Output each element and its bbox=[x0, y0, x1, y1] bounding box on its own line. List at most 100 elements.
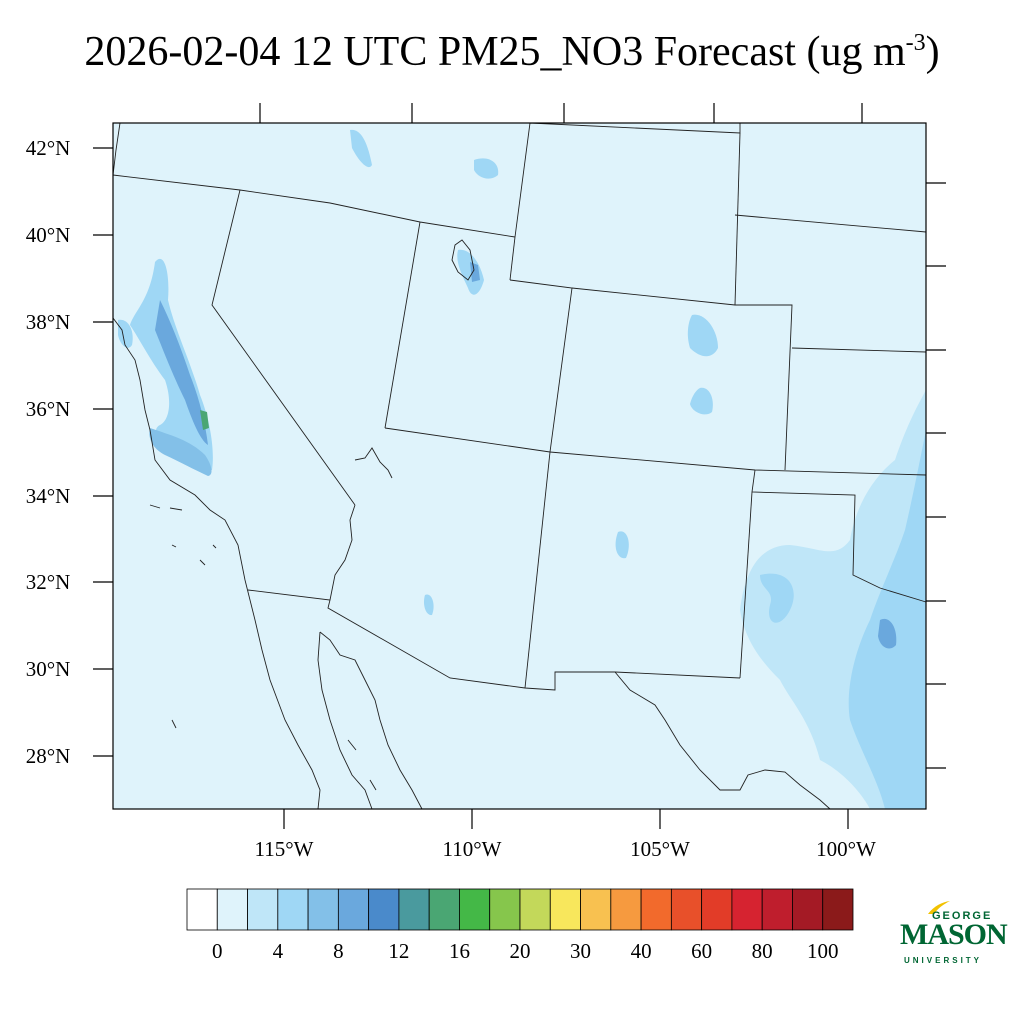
colorado-patch-2 bbox=[690, 387, 713, 415]
logo-line-university: UNIVERSITY bbox=[904, 956, 983, 965]
colorbar-label: 0 bbox=[212, 939, 223, 963]
colorbar-label: 16 bbox=[449, 939, 470, 963]
logo-line-george: GEORGE bbox=[932, 910, 993, 922]
logo-line-mason: MASON bbox=[900, 918, 1008, 951]
gmu-logo: GEORGE MASON UNIVERSITY bbox=[898, 900, 1008, 970]
lat-label: 34°N bbox=[26, 484, 71, 508]
baja-islands bbox=[171, 719, 377, 791]
latitude-labels: 42°N 40°N 38°N 36°N 34°N 32°N 30°N 28°N bbox=[26, 136, 71, 768]
colorbar-box bbox=[489, 888, 521, 931]
lat-label: 42°N bbox=[26, 136, 71, 160]
lat-label: 32°N bbox=[26, 570, 71, 594]
map-frame bbox=[112, 122, 927, 810]
nevada-utah-border bbox=[384, 221, 421, 429]
colorbar-box bbox=[307, 888, 339, 931]
kansas-line bbox=[791, 347, 927, 353]
right-ticks bbox=[926, 182, 946, 769]
colorbar-box bbox=[368, 888, 400, 931]
colorbar-box bbox=[519, 888, 551, 931]
colorbar-box bbox=[277, 888, 309, 931]
wyoming-south bbox=[571, 287, 793, 471]
panhandle-loop bbox=[760, 573, 794, 623]
colorbar-label: 4 bbox=[273, 939, 284, 963]
colorbar-label: 20 bbox=[510, 939, 531, 963]
colorbar-box bbox=[459, 888, 491, 931]
title-text: 2026-02-04 12 UTC PM25_NO3 Forecast (ug … bbox=[84, 29, 906, 75]
utah-patch bbox=[457, 249, 484, 295]
colorbar-box bbox=[186, 888, 218, 931]
colorbar-label: 100 bbox=[807, 939, 839, 963]
bay-area-plume bbox=[118, 319, 133, 348]
coastline bbox=[112, 122, 321, 810]
colorbar: 0 4 8 12 16 20 30 40 60 80 100 bbox=[186, 888, 854, 963]
colorado-patch bbox=[687, 314, 718, 357]
four-corners-row bbox=[384, 427, 927, 476]
colorbar-label: 40 bbox=[631, 939, 652, 963]
colorbar-box bbox=[640, 888, 672, 931]
lake-mead bbox=[354, 447, 393, 479]
colorbar-box bbox=[731, 888, 763, 931]
top-ticks bbox=[259, 103, 863, 123]
colorbar-box bbox=[428, 888, 460, 931]
left-ticks bbox=[93, 147, 113, 757]
wyoming-patch bbox=[474, 158, 499, 179]
east-texas-core bbox=[878, 618, 897, 649]
arizona-nm-border bbox=[524, 451, 551, 689]
colorbar-box bbox=[701, 888, 733, 931]
colorbar-box bbox=[337, 888, 370, 931]
colorbar-label: 30 bbox=[570, 939, 591, 963]
title-close: ) bbox=[925, 29, 940, 75]
concentration-field bbox=[118, 129, 926, 809]
baja-gulf-coast bbox=[319, 631, 423, 810]
lon-label: 105°W bbox=[630, 837, 690, 861]
lat-label: 36°N bbox=[26, 397, 71, 421]
title-exponent: -3 bbox=[905, 30, 926, 56]
longitude-labels: 115°W 110°W 105°W 100°W bbox=[255, 837, 877, 861]
political-boundaries bbox=[112, 122, 927, 810]
colorbar-box bbox=[670, 888, 703, 931]
colorbar-box bbox=[580, 888, 612, 931]
lat-label: 40°N bbox=[26, 223, 71, 247]
bottom-ticks bbox=[283, 809, 849, 829]
colorbar-box bbox=[247, 888, 279, 931]
colorbar-box bbox=[761, 888, 793, 931]
sierra-hotspot bbox=[200, 410, 209, 430]
colorbar-box bbox=[792, 888, 824, 931]
lat-label: 28°N bbox=[26, 744, 71, 768]
lon-label: 100°W bbox=[816, 837, 876, 861]
texas-west bbox=[739, 491, 753, 679]
lat-label: 30°N bbox=[26, 657, 71, 681]
colorbar-box bbox=[549, 888, 581, 931]
oregon-border bbox=[112, 174, 516, 238]
lon-label: 115°W bbox=[255, 837, 314, 861]
map-title: 2026-02-04 12 UTC PM25_NO3 Forecast (ug … bbox=[0, 28, 1024, 76]
map-panel: 42°N 40°N 38°N 36°N 34°N 32°N 30°N 28°N … bbox=[26, 103, 946, 861]
utah-core bbox=[470, 262, 480, 282]
colorbar-label: 8 bbox=[333, 939, 344, 963]
colorbar-box bbox=[398, 888, 430, 931]
colorbar-label: 80 bbox=[752, 939, 773, 963]
great-salt-lake bbox=[451, 239, 475, 281]
az-patch bbox=[423, 594, 434, 616]
lon-label: 110°W bbox=[443, 837, 502, 861]
colorbar-box bbox=[822, 888, 854, 931]
sierra-core bbox=[155, 300, 208, 445]
california-nevada-border bbox=[211, 189, 356, 506]
lat-label: 38°N bbox=[26, 310, 71, 334]
colorbar-box bbox=[610, 888, 642, 931]
colorbar-label: 60 bbox=[691, 939, 712, 963]
east-texas-band bbox=[848, 430, 926, 809]
rio-grande bbox=[614, 671, 831, 810]
logo-swoosh-icon bbox=[928, 901, 950, 914]
utah-wyoming-border bbox=[509, 236, 516, 281]
baja-east-coast bbox=[317, 631, 373, 810]
nm-patch bbox=[615, 531, 629, 559]
california-arizona-border bbox=[329, 504, 356, 601]
colorbar-box bbox=[216, 888, 248, 931]
colorbar-label: 12 bbox=[388, 939, 409, 963]
dakota-line bbox=[734, 214, 927, 233]
channel-islands bbox=[149, 504, 217, 566]
texas-north bbox=[751, 469, 927, 603]
idaho-patch bbox=[350, 129, 372, 168]
